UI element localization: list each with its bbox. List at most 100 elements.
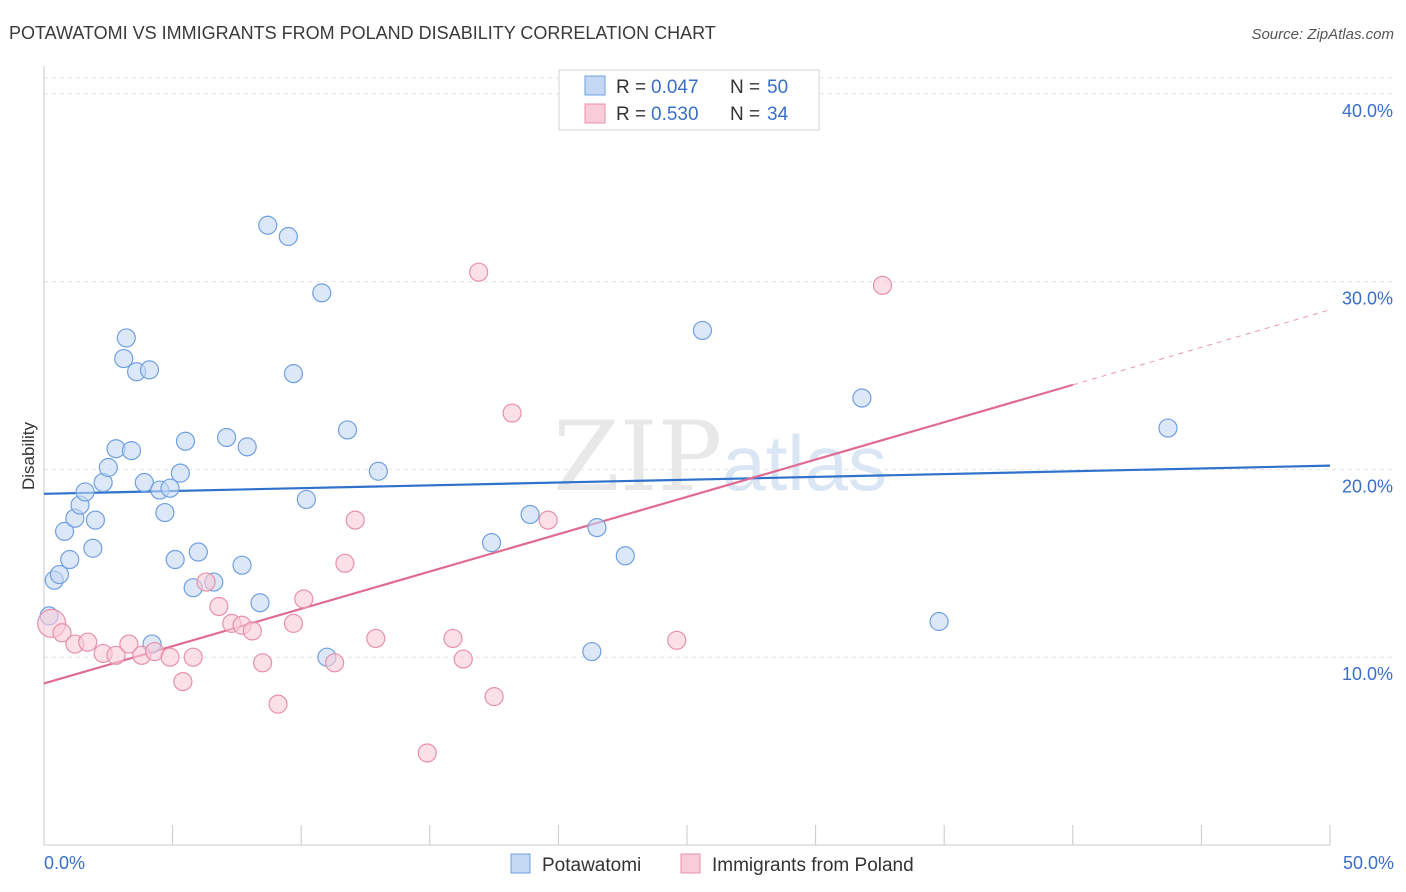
point-series-0-35 xyxy=(283,364,304,384)
point-series-0-3 xyxy=(54,521,75,541)
point-series-1-33 xyxy=(872,275,893,295)
point-series-1-9 xyxy=(160,647,180,667)
point-series-1-17 xyxy=(253,653,273,673)
point-series-0-49 xyxy=(1158,418,1178,438)
stats-swatch-poland xyxy=(584,103,606,124)
legend-label-potawatomi: Potawatomi xyxy=(542,855,641,876)
trend-line-series-1 xyxy=(43,383,1074,685)
point-series-1-11 xyxy=(183,647,203,667)
point-series-0-43 xyxy=(582,641,602,662)
point-series-1-16 xyxy=(242,621,262,641)
legend-label-poland: Immigrants from Poland xyxy=(712,855,914,876)
point-series-1-23 xyxy=(345,510,365,530)
point-series-1-10 xyxy=(173,672,193,692)
point-series-0-17 xyxy=(134,472,154,493)
stats-n-label-potawatomi: N = xyxy=(730,77,760,98)
point-series-1-27 xyxy=(453,649,473,669)
y-axis-label: Disability xyxy=(19,421,38,490)
point-series-0-47 xyxy=(852,388,872,408)
point-series-0-7 xyxy=(75,482,95,502)
point-series-0-22 xyxy=(160,478,180,498)
point-series-0-23 xyxy=(165,549,185,570)
point-series-1-3 xyxy=(78,632,98,652)
point-series-0-30 xyxy=(232,555,252,575)
stats-r-potawatomi: 0.047 xyxy=(651,77,699,98)
series-legend: Potawatomi Immigrants from Poland xyxy=(510,853,914,876)
point-series-1-26 xyxy=(443,628,463,649)
watermark: ZIPatlas xyxy=(553,401,887,513)
point-series-0-9 xyxy=(83,538,103,558)
point-series-1-1 xyxy=(52,623,72,643)
point-series-0-39 xyxy=(337,420,358,440)
point-series-1-30 xyxy=(502,403,522,423)
y-tick-label-20: 20.0% xyxy=(1342,476,1393,496)
point-series-1-32 xyxy=(667,630,687,650)
point-series-1-18 xyxy=(268,694,288,714)
point-series-0-21 xyxy=(155,502,175,523)
data-points xyxy=(37,215,1178,763)
point-series-0-25 xyxy=(175,431,196,451)
point-series-0-45 xyxy=(615,546,635,566)
point-series-1-24 xyxy=(366,628,386,649)
point-series-0-41 xyxy=(481,533,502,553)
stats-n-label-poland: N = xyxy=(730,104,760,125)
point-series-0-36 xyxy=(296,489,316,510)
point-series-0-33 xyxy=(258,215,278,235)
legend-swatch-poland xyxy=(680,853,701,874)
stats-r-label-potawatomi: R = xyxy=(616,77,646,98)
point-series-0-13 xyxy=(114,348,134,369)
stats-legend: R = 0.047 N = 50 R = 0.530 N = 34 xyxy=(558,69,820,131)
point-series-1-25 xyxy=(417,743,437,763)
point-series-1-6 xyxy=(119,634,139,654)
point-series-0-29 xyxy=(217,427,237,448)
axes xyxy=(43,66,1331,846)
point-series-0-24 xyxy=(170,463,190,483)
point-series-1-19 xyxy=(283,613,304,633)
point-series-1-31 xyxy=(538,510,558,530)
x-tick-max: 50.0% xyxy=(1343,853,1394,873)
point-series-0-8 xyxy=(85,510,106,530)
point-series-1-13 xyxy=(209,596,229,617)
chart-title: POTAWATOMI VS IMMIGRANTS FROM POLAND DIS… xyxy=(9,23,716,43)
y-tick-label-40: 40.0% xyxy=(1342,101,1393,121)
point-series-0-4 xyxy=(60,549,80,570)
trend-lines xyxy=(43,309,1331,685)
chart-source: Source: ZipAtlas.com xyxy=(1251,26,1394,43)
point-series-1-28 xyxy=(469,262,489,282)
point-series-0-32 xyxy=(250,593,270,613)
point-series-1-29 xyxy=(484,687,504,707)
trend-line-series-0 xyxy=(43,464,1331,495)
point-series-0-48 xyxy=(929,611,949,632)
stats-n-potawatomi: 50 xyxy=(767,77,788,98)
point-series-0-40 xyxy=(368,461,388,481)
stats-n-poland: 34 xyxy=(767,104,789,125)
point-series-1-20 xyxy=(294,589,314,609)
point-series-0-11 xyxy=(98,457,118,478)
point-series-0-42 xyxy=(520,504,540,525)
point-series-0-44 xyxy=(587,518,607,538)
legend-swatch-potawatomi xyxy=(510,853,531,874)
point-series-0-31 xyxy=(237,437,257,457)
point-series-0-14 xyxy=(116,328,136,348)
point-series-0-46 xyxy=(692,320,713,341)
point-series-0-34 xyxy=(278,226,298,247)
trend-line-dashed-series-1 xyxy=(1072,309,1331,386)
stats-r-label-poland: R = xyxy=(616,104,646,125)
point-series-1-22 xyxy=(335,553,355,573)
point-series-0-18 xyxy=(139,360,160,380)
point-series-0-27 xyxy=(188,542,208,562)
point-series-1-12 xyxy=(196,572,216,592)
y-tick-label-10: 10.0% xyxy=(1342,664,1393,684)
x-tick-min: 0.0% xyxy=(44,853,85,873)
watermark-zip: ZIP xyxy=(553,401,722,513)
y-tick-labels: 10.0% 20.0% 30.0% 40.0% xyxy=(1342,101,1393,684)
point-series-0-15 xyxy=(121,441,142,461)
y-tick-label-30: 30.0% xyxy=(1342,289,1393,309)
point-series-0-37 xyxy=(312,283,332,303)
point-series-0-2 xyxy=(49,564,70,585)
point-series-1-5 xyxy=(106,645,126,665)
stats-swatch-potawatomi xyxy=(584,75,606,96)
point-series-1-21 xyxy=(325,653,345,673)
stats-r-poland: 0.530 xyxy=(651,104,699,125)
